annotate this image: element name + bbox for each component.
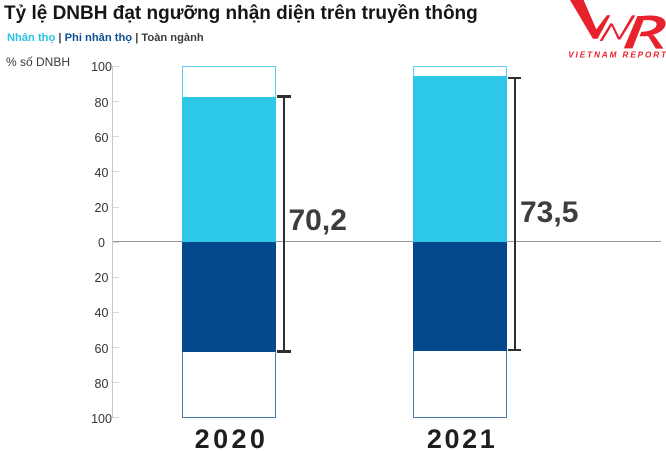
svg-text:VIETNAM REPORT: VIETNAM REPORT xyxy=(568,50,666,59)
